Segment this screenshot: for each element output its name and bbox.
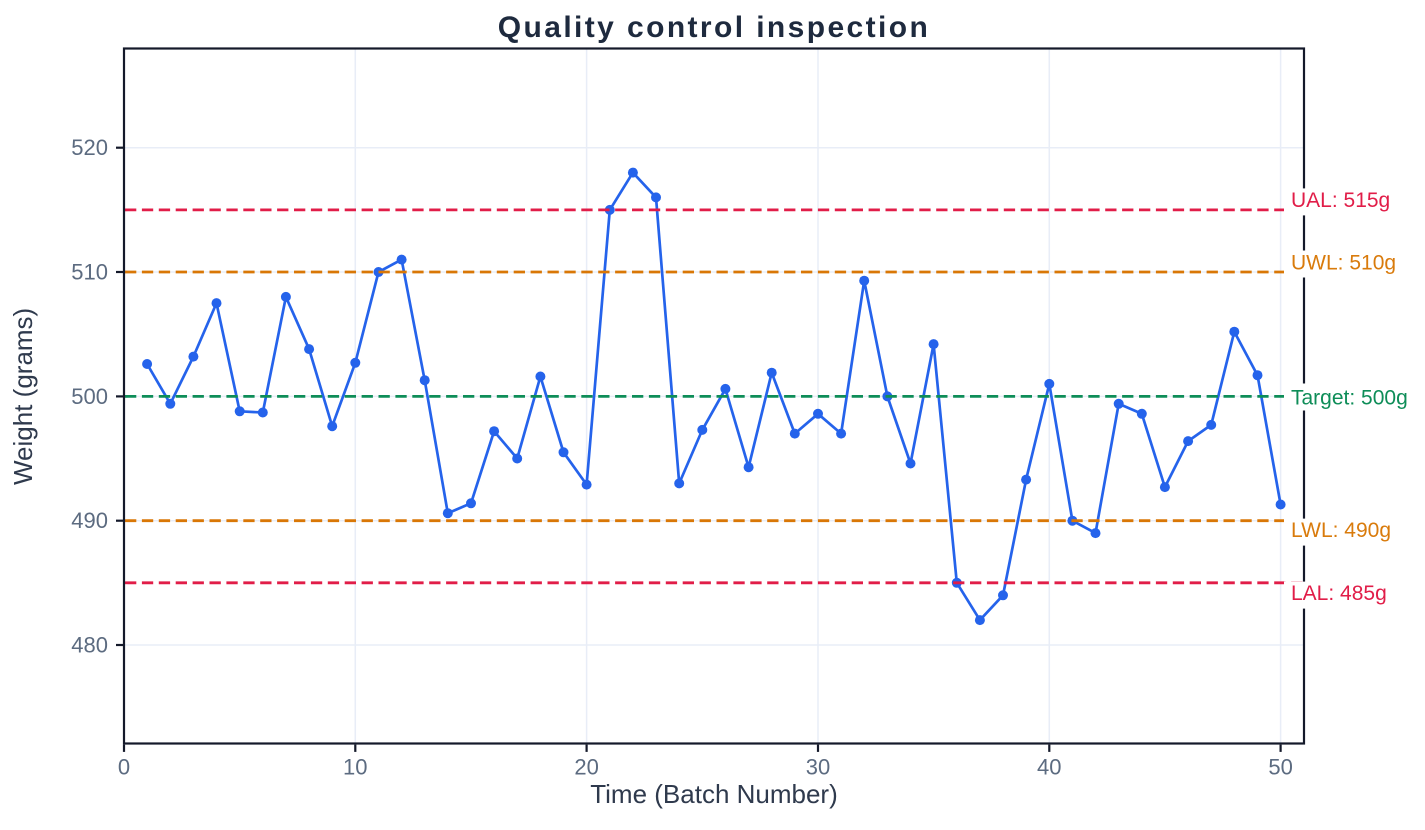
svg-text:LWL: 490g: LWL: 490g — [1291, 519, 1391, 542]
svg-text:40: 40 — [1037, 755, 1061, 780]
svg-text:Time (Batch Number): Time (Batch Number) — [590, 779, 838, 809]
svg-text:510: 510 — [71, 260, 108, 285]
svg-text:UAL: 515g: UAL: 515g — [1291, 189, 1390, 212]
svg-text:0: 0 — [118, 755, 130, 780]
svg-text:Weight (grams): Weight (grams) — [8, 308, 38, 485]
svg-text:520: 520 — [71, 135, 108, 160]
svg-text:30: 30 — [806, 755, 830, 780]
svg-text:Quality control inspection: Quality control inspection — [498, 11, 930, 44]
svg-text:490: 490 — [71, 508, 108, 533]
svg-text:LAL: 485g: LAL: 485g — [1291, 582, 1387, 605]
svg-text:500: 500 — [71, 384, 108, 409]
svg-text:50: 50 — [1268, 755, 1292, 780]
svg-text:20: 20 — [574, 755, 598, 780]
svg-text:Target: 500g: Target: 500g — [1291, 387, 1408, 410]
svg-text:480: 480 — [71, 633, 108, 658]
svg-text:10: 10 — [343, 755, 367, 780]
svg-text:UWL: 510g: UWL: 510g — [1291, 251, 1396, 274]
